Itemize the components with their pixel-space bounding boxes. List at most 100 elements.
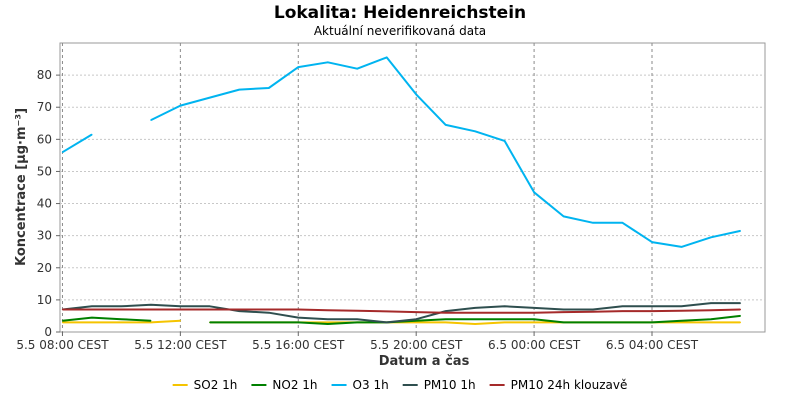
data-point bbox=[504, 140, 506, 142]
data-point bbox=[91, 305, 93, 307]
data-point bbox=[327, 309, 329, 311]
data-point bbox=[445, 310, 447, 312]
data-point bbox=[445, 321, 447, 323]
data-point bbox=[209, 97, 211, 99]
y-tick-label: 40 bbox=[37, 197, 52, 211]
data-point bbox=[474, 323, 476, 325]
data-point bbox=[621, 321, 624, 323]
x-tick-label: 5.5 16:00 CEST bbox=[252, 338, 345, 352]
data-point bbox=[651, 321, 653, 323]
data-point bbox=[680, 320, 683, 322]
series-lines bbox=[61, 56, 742, 325]
data-point bbox=[739, 321, 742, 323]
x-grid bbox=[61, 43, 653, 332]
data-point bbox=[474, 130, 476, 132]
data-point bbox=[327, 318, 329, 320]
y-tick-label: 10 bbox=[37, 293, 52, 307]
data-point bbox=[710, 302, 712, 304]
legend-item-pm10-24h-klouzav-: PM10 24h klouzavě bbox=[489, 378, 628, 392]
data-point bbox=[268, 321, 270, 323]
data-point bbox=[710, 318, 712, 320]
data-point bbox=[680, 246, 683, 248]
data-point bbox=[621, 305, 624, 307]
y-axis-label: Koncentrace [µg·m⁻³] bbox=[14, 108, 29, 266]
y-tick-label: 30 bbox=[37, 229, 52, 243]
data-point bbox=[120, 321, 122, 323]
legend-item-o3-1h: O3 1h bbox=[331, 378, 389, 392]
plot-area bbox=[59, 42, 766, 333]
data-point bbox=[150, 304, 152, 306]
data-point bbox=[651, 310, 653, 312]
data-point bbox=[268, 312, 270, 314]
series-no2-1h bbox=[61, 314, 742, 325]
data-point bbox=[504, 318, 506, 320]
data-point bbox=[150, 321, 152, 323]
data-point bbox=[327, 61, 329, 63]
data-point bbox=[415, 321, 417, 323]
x-tick-label: 5.5 08:00 CEST bbox=[16, 338, 109, 352]
y-tick-label: 0 bbox=[44, 325, 52, 339]
data-point bbox=[415, 93, 417, 95]
data-point bbox=[179, 105, 181, 107]
data-point bbox=[533, 321, 535, 323]
data-point bbox=[356, 318, 358, 320]
data-point bbox=[415, 311, 417, 313]
data-point bbox=[680, 305, 683, 307]
legend-label: PM10 24h klouzavě bbox=[511, 378, 628, 392]
data-point bbox=[710, 236, 712, 238]
x-axis-ticks: 5.5 08:00 CEST 5.5 12:00 CEST 5.5 16:00 CE… bbox=[16, 332, 699, 352]
legend-label: O3 1h bbox=[353, 378, 389, 392]
data-point bbox=[91, 321, 93, 323]
data-point bbox=[327, 323, 329, 325]
data-point bbox=[710, 321, 712, 323]
x-tick-label: 5.5 12:00 CEST bbox=[134, 338, 227, 352]
data-point bbox=[179, 305, 181, 307]
data-point bbox=[120, 318, 122, 320]
data-point bbox=[504, 305, 506, 307]
data-point bbox=[150, 320, 152, 322]
data-point bbox=[533, 318, 535, 320]
data-point bbox=[474, 307, 476, 309]
y-tick-label: 20 bbox=[37, 261, 52, 275]
data-point bbox=[739, 308, 742, 311]
data-point bbox=[179, 308, 181, 311]
data-point bbox=[563, 321, 565, 323]
data-point bbox=[91, 308, 93, 311]
data-point bbox=[415, 318, 417, 320]
series-pm10-1h bbox=[61, 302, 742, 324]
data-point bbox=[445, 318, 447, 320]
data-point bbox=[739, 302, 742, 304]
data-point bbox=[238, 310, 240, 312]
data-point bbox=[739, 230, 742, 232]
data-point bbox=[710, 309, 712, 311]
data-point bbox=[504, 312, 506, 314]
data-point bbox=[61, 320, 64, 322]
x-axis-label: Datum a čas bbox=[379, 354, 470, 369]
data-point bbox=[533, 307, 535, 309]
data-point bbox=[327, 321, 329, 323]
data-point bbox=[592, 308, 594, 311]
data-point bbox=[268, 308, 270, 311]
data-point bbox=[504, 321, 506, 323]
chart-subtitle: Aktuální neverifikovaná data bbox=[314, 24, 486, 38]
data-point bbox=[297, 66, 299, 68]
data-point bbox=[592, 222, 594, 224]
data-point bbox=[415, 320, 417, 322]
legend: SO2 1h NO2 1h O3 1h PM10 1h PM10 24h klouzav… bbox=[172, 378, 628, 392]
data-point bbox=[209, 308, 211, 311]
data-point bbox=[621, 222, 624, 224]
data-point bbox=[386, 56, 388, 59]
y-tick-label: 70 bbox=[37, 100, 52, 114]
plot-background bbox=[59, 42, 766, 333]
data-point bbox=[533, 312, 535, 314]
series-line bbox=[62, 316, 151, 322]
y-tick-label: 80 bbox=[37, 68, 52, 82]
data-point bbox=[356, 68, 358, 70]
legend-label: SO2 1h bbox=[194, 378, 238, 392]
data-point bbox=[356, 321, 358, 323]
data-point bbox=[209, 305, 211, 307]
legend-item-no2-1h: NO2 1h bbox=[251, 378, 318, 392]
legend-item-so2-1h: SO2 1h bbox=[172, 378, 238, 392]
data-point bbox=[297, 321, 299, 323]
data-point bbox=[563, 215, 565, 217]
